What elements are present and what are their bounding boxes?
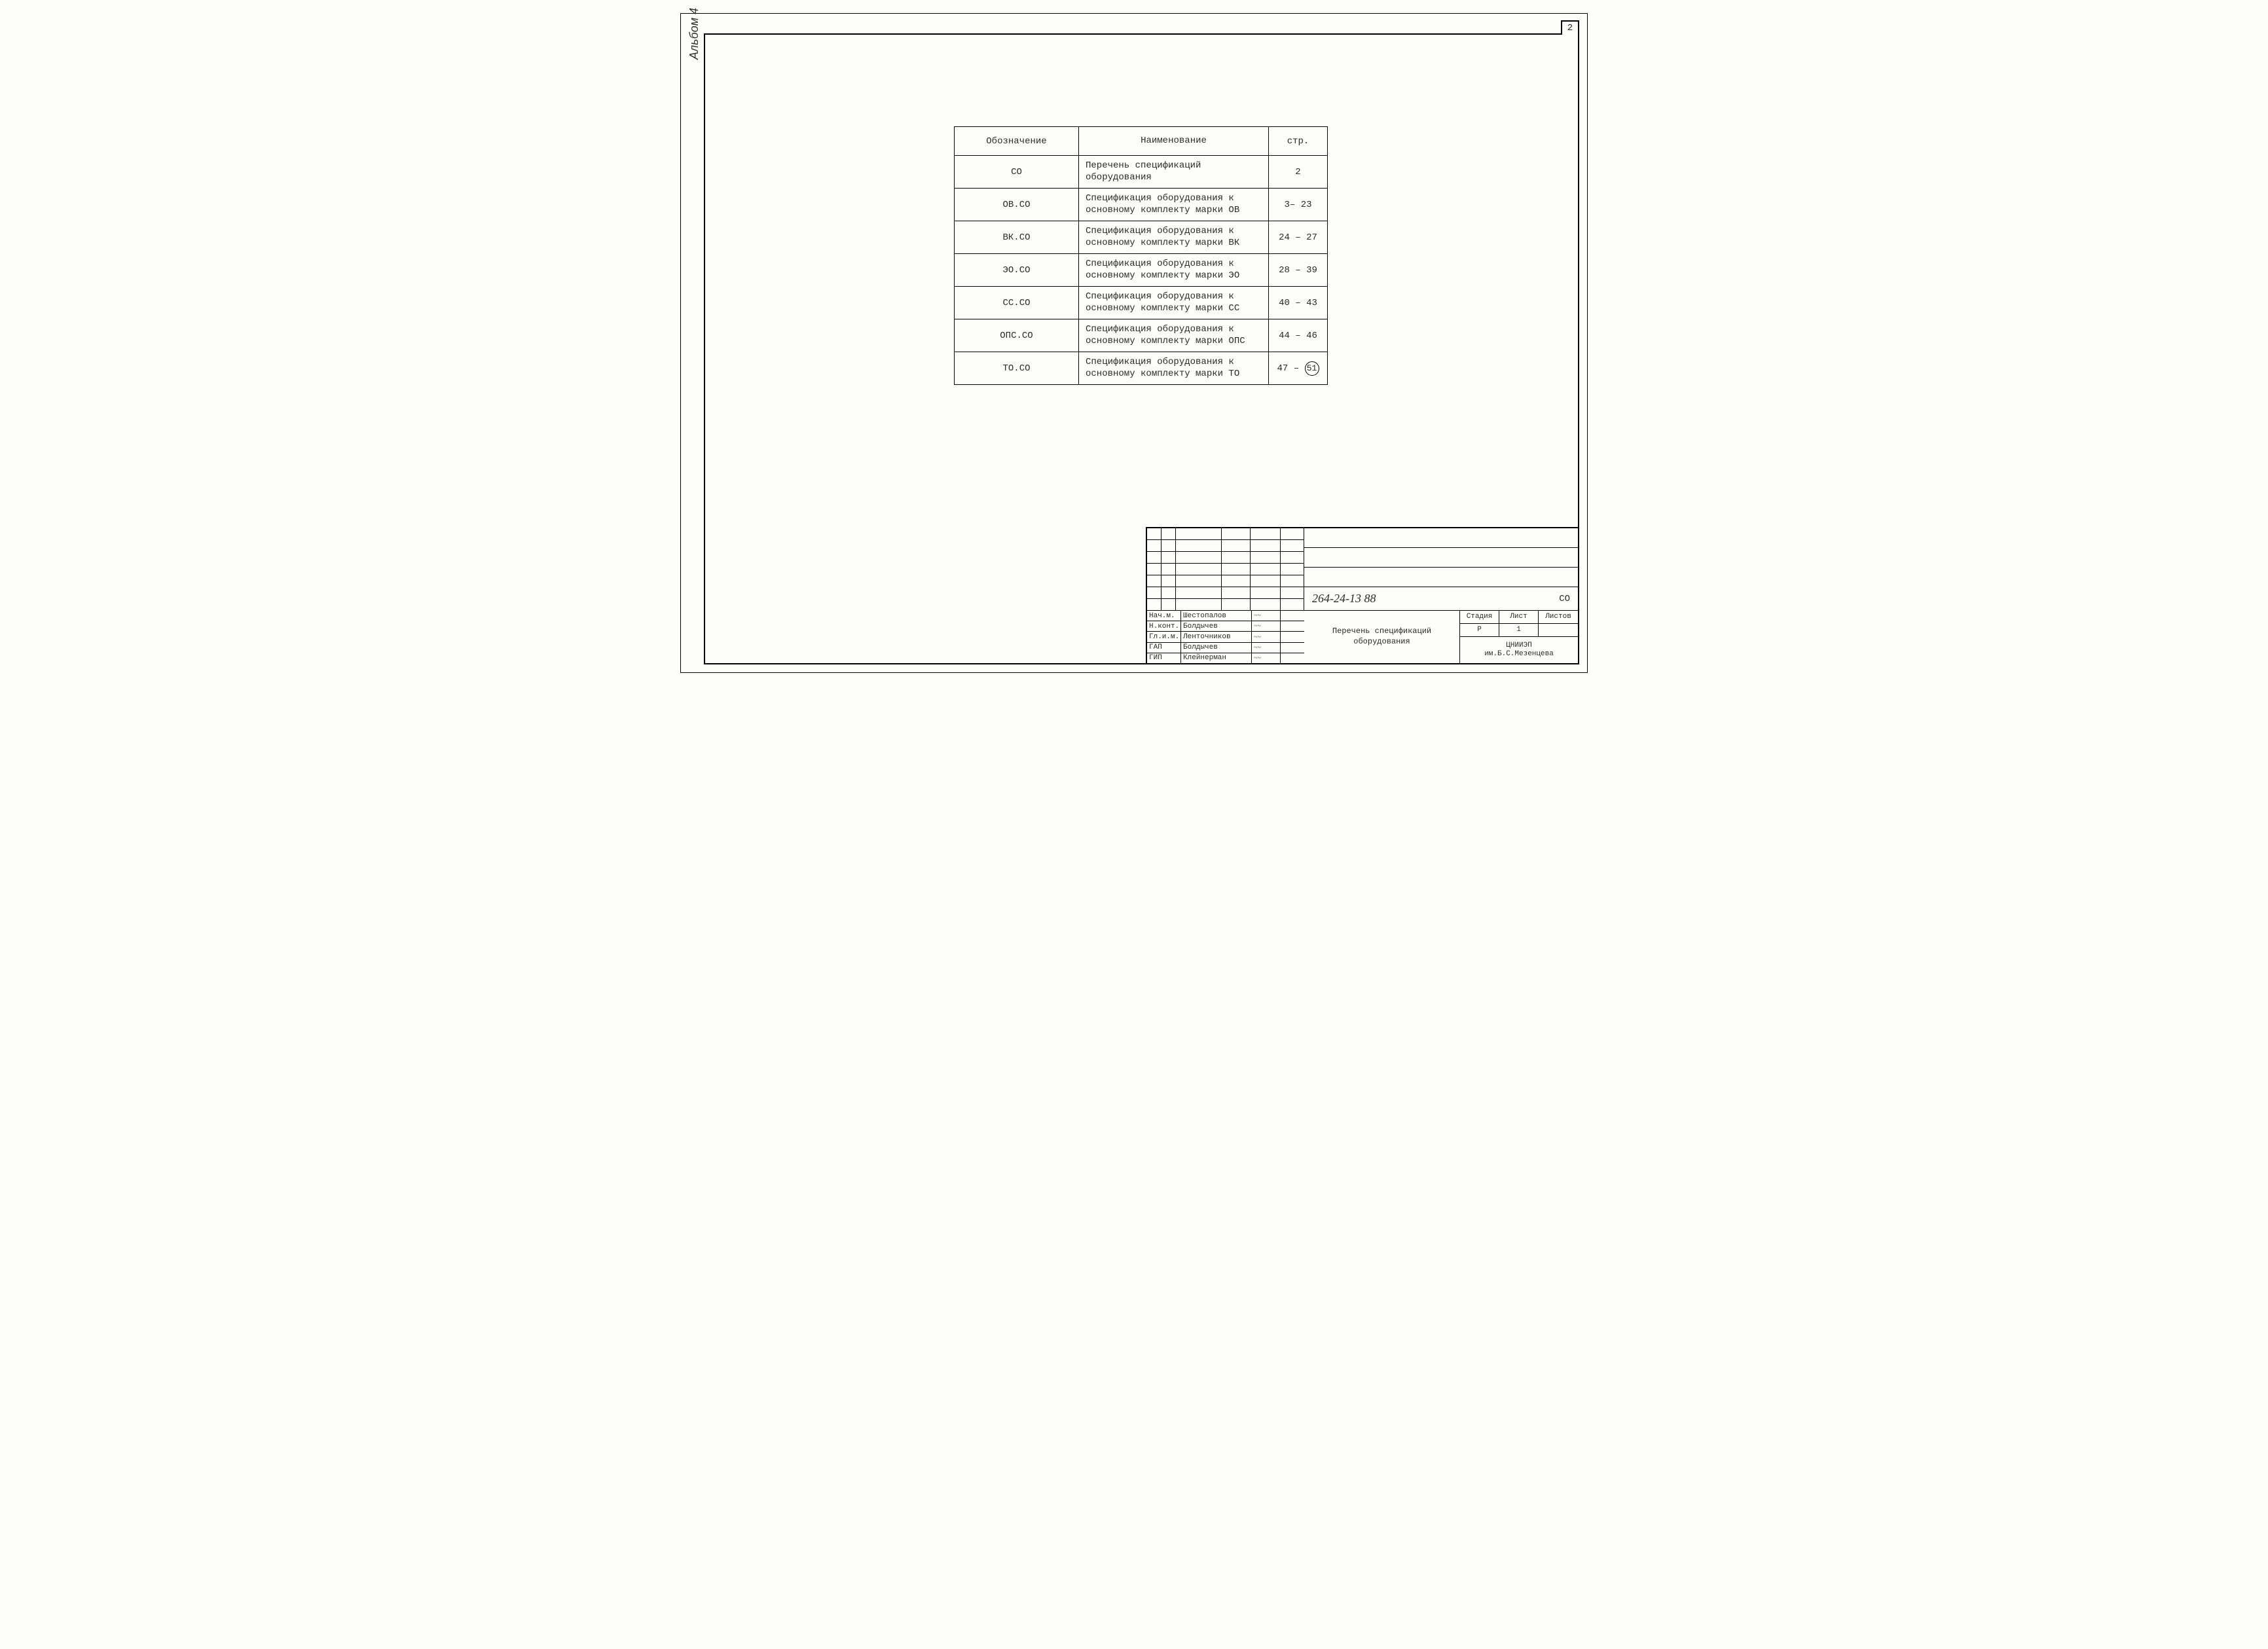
cell-designation: СС.СО bbox=[955, 287, 1079, 319]
cell-page: 44 – 46 bbox=[1269, 319, 1328, 352]
cell-name: Спецификация оборудования к основному ко… bbox=[1079, 221, 1269, 254]
sign-role: Нач.м. bbox=[1147, 611, 1181, 621]
inner-frame: 2 Обозначение Наименование стр. СОПерече… bbox=[704, 33, 1579, 664]
sign-date bbox=[1281, 643, 1304, 653]
sheet-header: Лист bbox=[1499, 611, 1539, 624]
table-row: ВК.СОСпецификация оборудования к основно… bbox=[955, 221, 1328, 254]
organization: ЦНИИЭПим.Б.С.Мезенцева bbox=[1460, 637, 1578, 663]
cell-page: 28 – 39 bbox=[1269, 254, 1328, 287]
col-header-designation: Обозначение bbox=[955, 127, 1079, 156]
document-number-row: 264-24-13 88 СО bbox=[1304, 587, 1578, 611]
sign-name: Болдычев bbox=[1181, 643, 1252, 653]
cell-designation: ЭО.СО bbox=[955, 254, 1079, 287]
sign-signature: ~~ bbox=[1252, 621, 1281, 631]
sheets-value bbox=[1539, 624, 1578, 637]
table-row: СС.СОСпецификация оборудования к основно… bbox=[955, 287, 1328, 319]
sheets-header: Листов bbox=[1539, 611, 1578, 624]
col-header-page: стр. bbox=[1269, 127, 1328, 156]
sign-date bbox=[1281, 653, 1304, 663]
table-header-row: Обозначение Наименование стр. bbox=[955, 127, 1328, 156]
document-number: 264-24-13 88 bbox=[1312, 592, 1376, 606]
table-row: ТО.СОСпецификация оборудования к основно… bbox=[955, 352, 1328, 385]
signature-row: Гл.и.м.Ленточников~~ bbox=[1147, 632, 1304, 642]
table-row: ОПС.СОСпецификация оборудования к основн… bbox=[955, 319, 1328, 352]
cell-name: Спецификация оборудования к основному ко… bbox=[1079, 254, 1269, 287]
sign-date bbox=[1281, 632, 1304, 642]
cell-page: 24 – 27 bbox=[1269, 221, 1328, 254]
cell-designation: ОВ.СО bbox=[955, 189, 1079, 221]
cell-page: 3– 23 bbox=[1269, 189, 1328, 221]
cell-designation: ВК.СО bbox=[955, 221, 1079, 254]
revision-grid bbox=[1147, 528, 1304, 611]
sign-name: Шестопалов bbox=[1181, 611, 1252, 621]
sign-date bbox=[1281, 611, 1304, 621]
signature-row: Н.конт.Болдычев~~ bbox=[1147, 621, 1304, 632]
circled-page: 51 bbox=[1305, 361, 1319, 376]
signatures-block: Нач.м.Шестопалов~~Н.конт.Болдычев~~Гл.и.… bbox=[1147, 611, 1304, 663]
cell-designation: СО bbox=[955, 156, 1079, 189]
cell-page: 47 – 51 bbox=[1269, 352, 1328, 385]
sign-name: Ленточников bbox=[1181, 632, 1252, 642]
cell-name: Спецификация оборудования к основному ко… bbox=[1079, 319, 1269, 352]
stage-header: Стадия bbox=[1460, 611, 1499, 624]
sheet-value: 1 bbox=[1499, 624, 1539, 637]
cell-name: Спецификация оборудования к основному ко… bbox=[1079, 287, 1269, 319]
sign-signature: ~~ bbox=[1252, 643, 1281, 653]
sign-signature: ~~ bbox=[1252, 653, 1281, 663]
cell-designation: ОПС.СО bbox=[955, 319, 1079, 352]
cell-page: 2 bbox=[1269, 156, 1328, 189]
cell-name: Спецификация оборудования к основному ко… bbox=[1079, 352, 1269, 385]
signature-row: Нач.м.Шестопалов~~ bbox=[1147, 611, 1304, 621]
table-row: ОВ.СОСпецификация оборудования к основно… bbox=[955, 189, 1328, 221]
table-row: ЭО.СОСпецификация оборудования к основно… bbox=[955, 254, 1328, 287]
table-row: СОПеречень спецификаций оборудования2 bbox=[955, 156, 1328, 189]
cell-name: Спецификация оборудования к основному ко… bbox=[1079, 189, 1269, 221]
signature-row: ГАПБолдычев~~ bbox=[1147, 643, 1304, 653]
sign-signature: ~~ bbox=[1252, 611, 1281, 621]
cell-designation: ТО.СО bbox=[955, 352, 1079, 385]
album-label: Альбом 4 bbox=[687, 8, 701, 60]
sign-name: Клейнерман bbox=[1181, 653, 1252, 663]
drawing-sheet: Альбом 4 2 Обозначение Наименование стр.… bbox=[680, 13, 1588, 673]
sign-role: Гл.и.м. bbox=[1147, 632, 1181, 642]
sign-role: ГАП bbox=[1147, 643, 1181, 653]
title-area: Перечень спецификаций оборудования Стади… bbox=[1304, 611, 1578, 663]
document-code: СО bbox=[1559, 594, 1570, 604]
sign-role: Н.конт. bbox=[1147, 621, 1181, 631]
title-block: 264-24-13 88 СО Нач.м.Шестопалов~~Н.конт… bbox=[1146, 527, 1578, 663]
sign-name: Болдычев bbox=[1181, 621, 1252, 631]
document-title: Перечень спецификаций оборудования bbox=[1304, 611, 1460, 663]
title-block-upper-blank bbox=[1304, 528, 1578, 587]
stage-value: Р bbox=[1460, 624, 1499, 637]
sign-signature: ~~ bbox=[1252, 632, 1281, 642]
page-number: 2 bbox=[1561, 20, 1579, 35]
cell-page: 40 – 43 bbox=[1269, 287, 1328, 319]
signature-row: ГИПКлейнерман~~ bbox=[1147, 653, 1304, 663]
stage-grid: Стадия Лист Листов Р 1 bbox=[1460, 611, 1578, 637]
col-header-name: Наименование bbox=[1079, 127, 1269, 156]
sign-date bbox=[1281, 621, 1304, 631]
cell-name: Перечень спецификаций оборудования bbox=[1079, 156, 1269, 189]
sign-role: ГИП bbox=[1147, 653, 1181, 663]
spec-list-table: Обозначение Наименование стр. СОПеречень… bbox=[954, 126, 1328, 385]
